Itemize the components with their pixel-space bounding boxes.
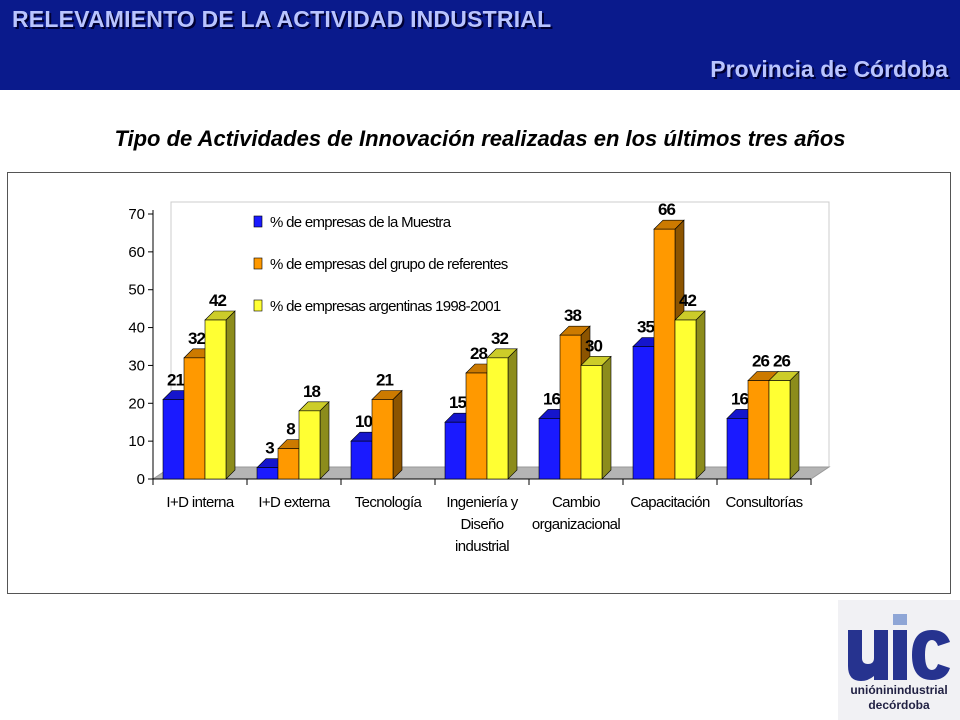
bar-0-6 [726, 418, 749, 480]
bar-0-0 [162, 399, 185, 480]
legend-swatch-0 [253, 215, 263, 228]
data-label-2-5: 42 [679, 291, 696, 310]
x-tick-label-3-line-1: Diseño [460, 516, 503, 533]
bar-1-5 [653, 228, 676, 480]
data-label-2-0: 42 [209, 291, 226, 310]
bar-2-0 [204, 319, 227, 480]
bar-0-3 [444, 421, 467, 480]
chart-frame: 0 10 20 30 40 50 60 70 I+D interna I+D externa Tec… [7, 172, 951, 594]
x-tick-label-0: I+D interna [166, 494, 234, 511]
y-tick-label-2: 20 [128, 395, 145, 412]
y-tick-label-5: 50 [128, 282, 145, 299]
bar-side-2-5 [695, 310, 706, 480]
data-label-2-1: 18 [303, 382, 320, 401]
data-label-2-6: 26 [773, 352, 790, 371]
data-label-0-6: 16 [731, 389, 748, 408]
data-label-2-3: 32 [491, 329, 508, 348]
x-tick-label-3-line-2: industrial [455, 538, 509, 555]
x-tick-label-5: Capacitación [630, 494, 710, 511]
y-tick-label-1: 10 [128, 433, 145, 450]
legend-swatch-1 [253, 257, 263, 270]
bar-2-1 [298, 410, 321, 480]
x-tick-label-4-line-0: Cambio [552, 494, 600, 511]
header-subtitle: Provincia de Córdoba [710, 56, 948, 82]
bar-1-1 [277, 448, 300, 480]
data-label-1-6: 26 [752, 352, 769, 371]
bar-1-6 [747, 380, 770, 480]
legend-label-0: % de empresas de la Muestra [270, 214, 452, 231]
bar-2-6 [768, 380, 791, 480]
x-tick-label-4-line-1: organizacional [532, 516, 621, 533]
bar-0-5 [632, 346, 655, 480]
bar-1-2 [371, 399, 394, 480]
x-tick-label-1: I+D externa [258, 494, 331, 511]
bar-side-2-1 [319, 401, 330, 480]
uic-logo: unióninindustrial decórdoba [838, 600, 960, 720]
y-tick-label-7: 70 [128, 206, 145, 223]
bar-2-4 [580, 365, 603, 480]
data-label-2-4: 30 [585, 336, 602, 355]
logo-text-line2: decórdoba [868, 698, 930, 712]
y-tick-label-6: 60 [128, 244, 145, 261]
legend-label-2: % de empresas argentinas 1998-2001 [270, 298, 501, 315]
header-title: RELEVAMIENTO DE LA ACTIVIDAD INDUSTRIAL [12, 6, 552, 32]
x-tick-label-6: Consultorías [725, 494, 802, 511]
bar-1-3 [465, 372, 488, 480]
bar-1-4 [559, 334, 582, 480]
bar-side-2-4 [601, 355, 612, 480]
y-tick-label-3: 30 [128, 357, 145, 374]
data-label-1-5: 66 [658, 200, 675, 219]
bar-side-2-6 [789, 370, 800, 480]
uic-logo-mark [848, 614, 950, 681]
chart-title: Tipo de Actividades de Innovación realiz… [114, 126, 846, 151]
bar-chart: 0 10 20 30 40 50 60 70 I+D interna I+D externa Tec… [128, 200, 831, 555]
y-tick-label-0: 0 [137, 471, 145, 488]
y-tick-label-4: 40 [128, 320, 145, 337]
x-tick-label-2: Tecnología [355, 494, 423, 511]
data-label-0-2: 10 [355, 412, 372, 431]
bar-side-2-3 [507, 348, 518, 480]
bar-2-5 [674, 319, 697, 480]
bar-0-4 [538, 418, 561, 480]
bar-0-2 [350, 440, 373, 480]
bar-1-0 [183, 357, 206, 480]
data-label-1-0: 32 [188, 329, 205, 348]
header-bar: RELEVAMIENTO DE LA ACTIVIDAD INDUSTRIAL … [0, 0, 960, 90]
x-tick-label-3-line-0: Ingeniería y [446, 494, 518, 511]
data-label-0-3: 15 [449, 393, 466, 412]
legend-label-1: % de empresas del grupo de referentes [270, 256, 508, 273]
data-label-1-1: 8 [286, 420, 295, 439]
data-label-1-4: 38 [564, 306, 581, 325]
data-label-1-2: 21 [376, 371, 393, 390]
data-label-0-5: 35 [637, 318, 654, 337]
data-label-1-3: 28 [470, 344, 487, 363]
legend-swatch-2 [253, 299, 263, 312]
bar-2-3 [486, 357, 509, 480]
logo-text-line1: unióninindustrial [850, 683, 948, 697]
bar-side-1-2 [392, 389, 403, 480]
bar-0-1 [256, 467, 279, 480]
data-label-0-1: 3 [265, 439, 274, 458]
data-label-0-4: 16 [543, 389, 560, 408]
data-label-0-0: 21 [167, 371, 184, 390]
bar-side-2-0 [225, 310, 236, 480]
